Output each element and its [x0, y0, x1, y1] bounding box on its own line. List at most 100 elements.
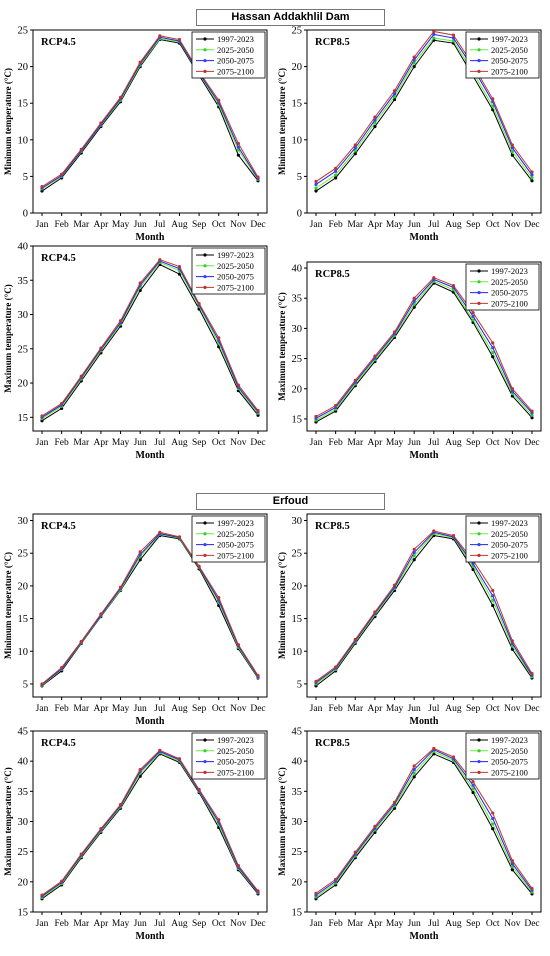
data-point — [256, 673, 260, 678]
data-point — [451, 533, 456, 538]
x-tick-label: Sep — [192, 919, 207, 929]
x-tick-label: Feb — [55, 220, 70, 230]
data-point — [451, 33, 456, 37]
x-tick-label: May — [112, 220, 130, 230]
scenario-label: RCP4.5 — [41, 738, 76, 749]
y-tick-label: 30 — [292, 817, 303, 828]
data-point — [412, 65, 416, 69]
data-point — [471, 790, 475, 795]
legend-label: 2075-2100 — [217, 767, 254, 777]
y-tick-label: 5 — [297, 172, 302, 183]
data-point — [353, 378, 357, 382]
data-point — [40, 414, 44, 418]
x-axis-title: Month — [410, 450, 439, 461]
data-point — [491, 603, 495, 608]
data-point — [60, 172, 64, 176]
data-point — [138, 281, 142, 285]
y-axis-title: Minimum temperature (°C) — [277, 68, 287, 175]
data-point — [314, 414, 318, 419]
data-point — [256, 408, 260, 413]
data-point — [510, 387, 514, 391]
data-point — [314, 179, 318, 184]
x-tick-label: Feb — [329, 704, 344, 714]
legend-marker — [477, 553, 481, 558]
x-tick-label: Jul — [428, 438, 439, 448]
legend-label: 1997-2023 — [491, 266, 528, 276]
scenario-label: RCP8.5 — [315, 738, 350, 749]
x-tick-label: Sep — [466, 704, 481, 714]
data-point — [118, 585, 123, 589]
x-tick-label: Mar — [347, 220, 364, 230]
data-point — [334, 173, 338, 177]
x-tick-label: Jan — [310, 438, 323, 448]
data-point — [197, 787, 201, 792]
series-line-0 — [315, 282, 533, 423]
x-tick-label: Nov — [504, 220, 521, 230]
x-tick-label: Apr — [94, 704, 110, 714]
data-point — [256, 175, 260, 179]
y-tick-label: 20 — [292, 581, 303, 592]
data-point — [530, 671, 534, 676]
x-tick-label: Apr — [94, 220, 110, 230]
data-point — [510, 146, 514, 150]
data-point — [217, 336, 221, 340]
data-point — [353, 146, 357, 150]
y-tick-label: 15 — [292, 908, 303, 919]
y-tick-label: 25 — [18, 26, 29, 37]
data-point — [392, 583, 397, 587]
x-tick-label: Apr — [368, 704, 384, 714]
chart-panel-5: 5 10 15 20 25 30 Jan Feb Mar Apr May Jun Jul Aug Sep Oc… — [277, 513, 542, 727]
data-point — [510, 865, 514, 869]
data-point — [60, 879, 64, 883]
data-point — [373, 610, 377, 614]
data-point — [373, 125, 377, 129]
data-point — [138, 60, 142, 64]
y-tick-label: 15 — [292, 614, 303, 625]
x-tick-label: Aug — [445, 919, 462, 929]
y-tick-label: 25 — [18, 847, 29, 858]
chart-panel-7: 15 20 25 30 35 40 45 Jan Feb Mar Apr May Jun Jul Aug Se… — [277, 727, 542, 942]
legend-label: 2075-2100 — [217, 66, 254, 76]
data-point — [334, 169, 338, 173]
data-point — [530, 176, 534, 180]
legend-marker — [477, 760, 481, 764]
data-point — [530, 179, 534, 183]
x-tick-label: Sep — [466, 438, 481, 448]
x-tick-label: Jan — [310, 919, 323, 929]
data-point — [491, 594, 495, 598]
data-point — [60, 665, 64, 670]
data-point — [412, 771, 416, 775]
legend-marker — [477, 37, 481, 41]
data-point — [530, 409, 534, 413]
y-axis-title: Maximum temperature (°C) — [277, 767, 287, 875]
chart-panel-2: 15 20 25 30 35 40 Jan Feb Mar Apr May Jun Jul Aug Sep O… — [3, 242, 268, 461]
x-tick-label: Sep — [192, 704, 207, 714]
data-point — [217, 596, 221, 600]
legend-label: 2075-2100 — [491, 550, 528, 560]
x-axis-title: Month — [410, 931, 439, 942]
y-tick-label: 40 — [18, 242, 29, 253]
series-line-1 — [315, 37, 533, 189]
x-tick-label: May — [112, 704, 130, 714]
data-point — [491, 827, 495, 831]
data-point — [412, 764, 416, 768]
data-point — [334, 176, 338, 180]
legend-marker — [203, 69, 207, 73]
series-line-2 — [41, 36, 259, 189]
x-tick-label: Dec — [250, 919, 265, 929]
x-tick-label: Mar — [73, 220, 90, 230]
chart-panel-1: 0 5 10 15 20 25 Jan Feb Mar Apr May Jun Jul Aug Sep Oct… — [277, 26, 542, 243]
series-line-1 — [41, 261, 259, 420]
data-point — [177, 264, 182, 269]
x-tick-label: Apr — [368, 220, 384, 230]
data-point — [530, 886, 534, 891]
data-point — [412, 547, 416, 551]
data-point — [334, 404, 338, 408]
x-tick-label: Nov — [504, 919, 521, 929]
data-point — [432, 746, 436, 751]
series-line-0 — [41, 38, 259, 192]
legend-label: 1997-2023 — [491, 34, 528, 44]
legend-label: 2050-2075 — [491, 56, 528, 66]
x-tick-label: Jan — [310, 220, 323, 230]
x-tick-label: Dec — [524, 919, 539, 929]
